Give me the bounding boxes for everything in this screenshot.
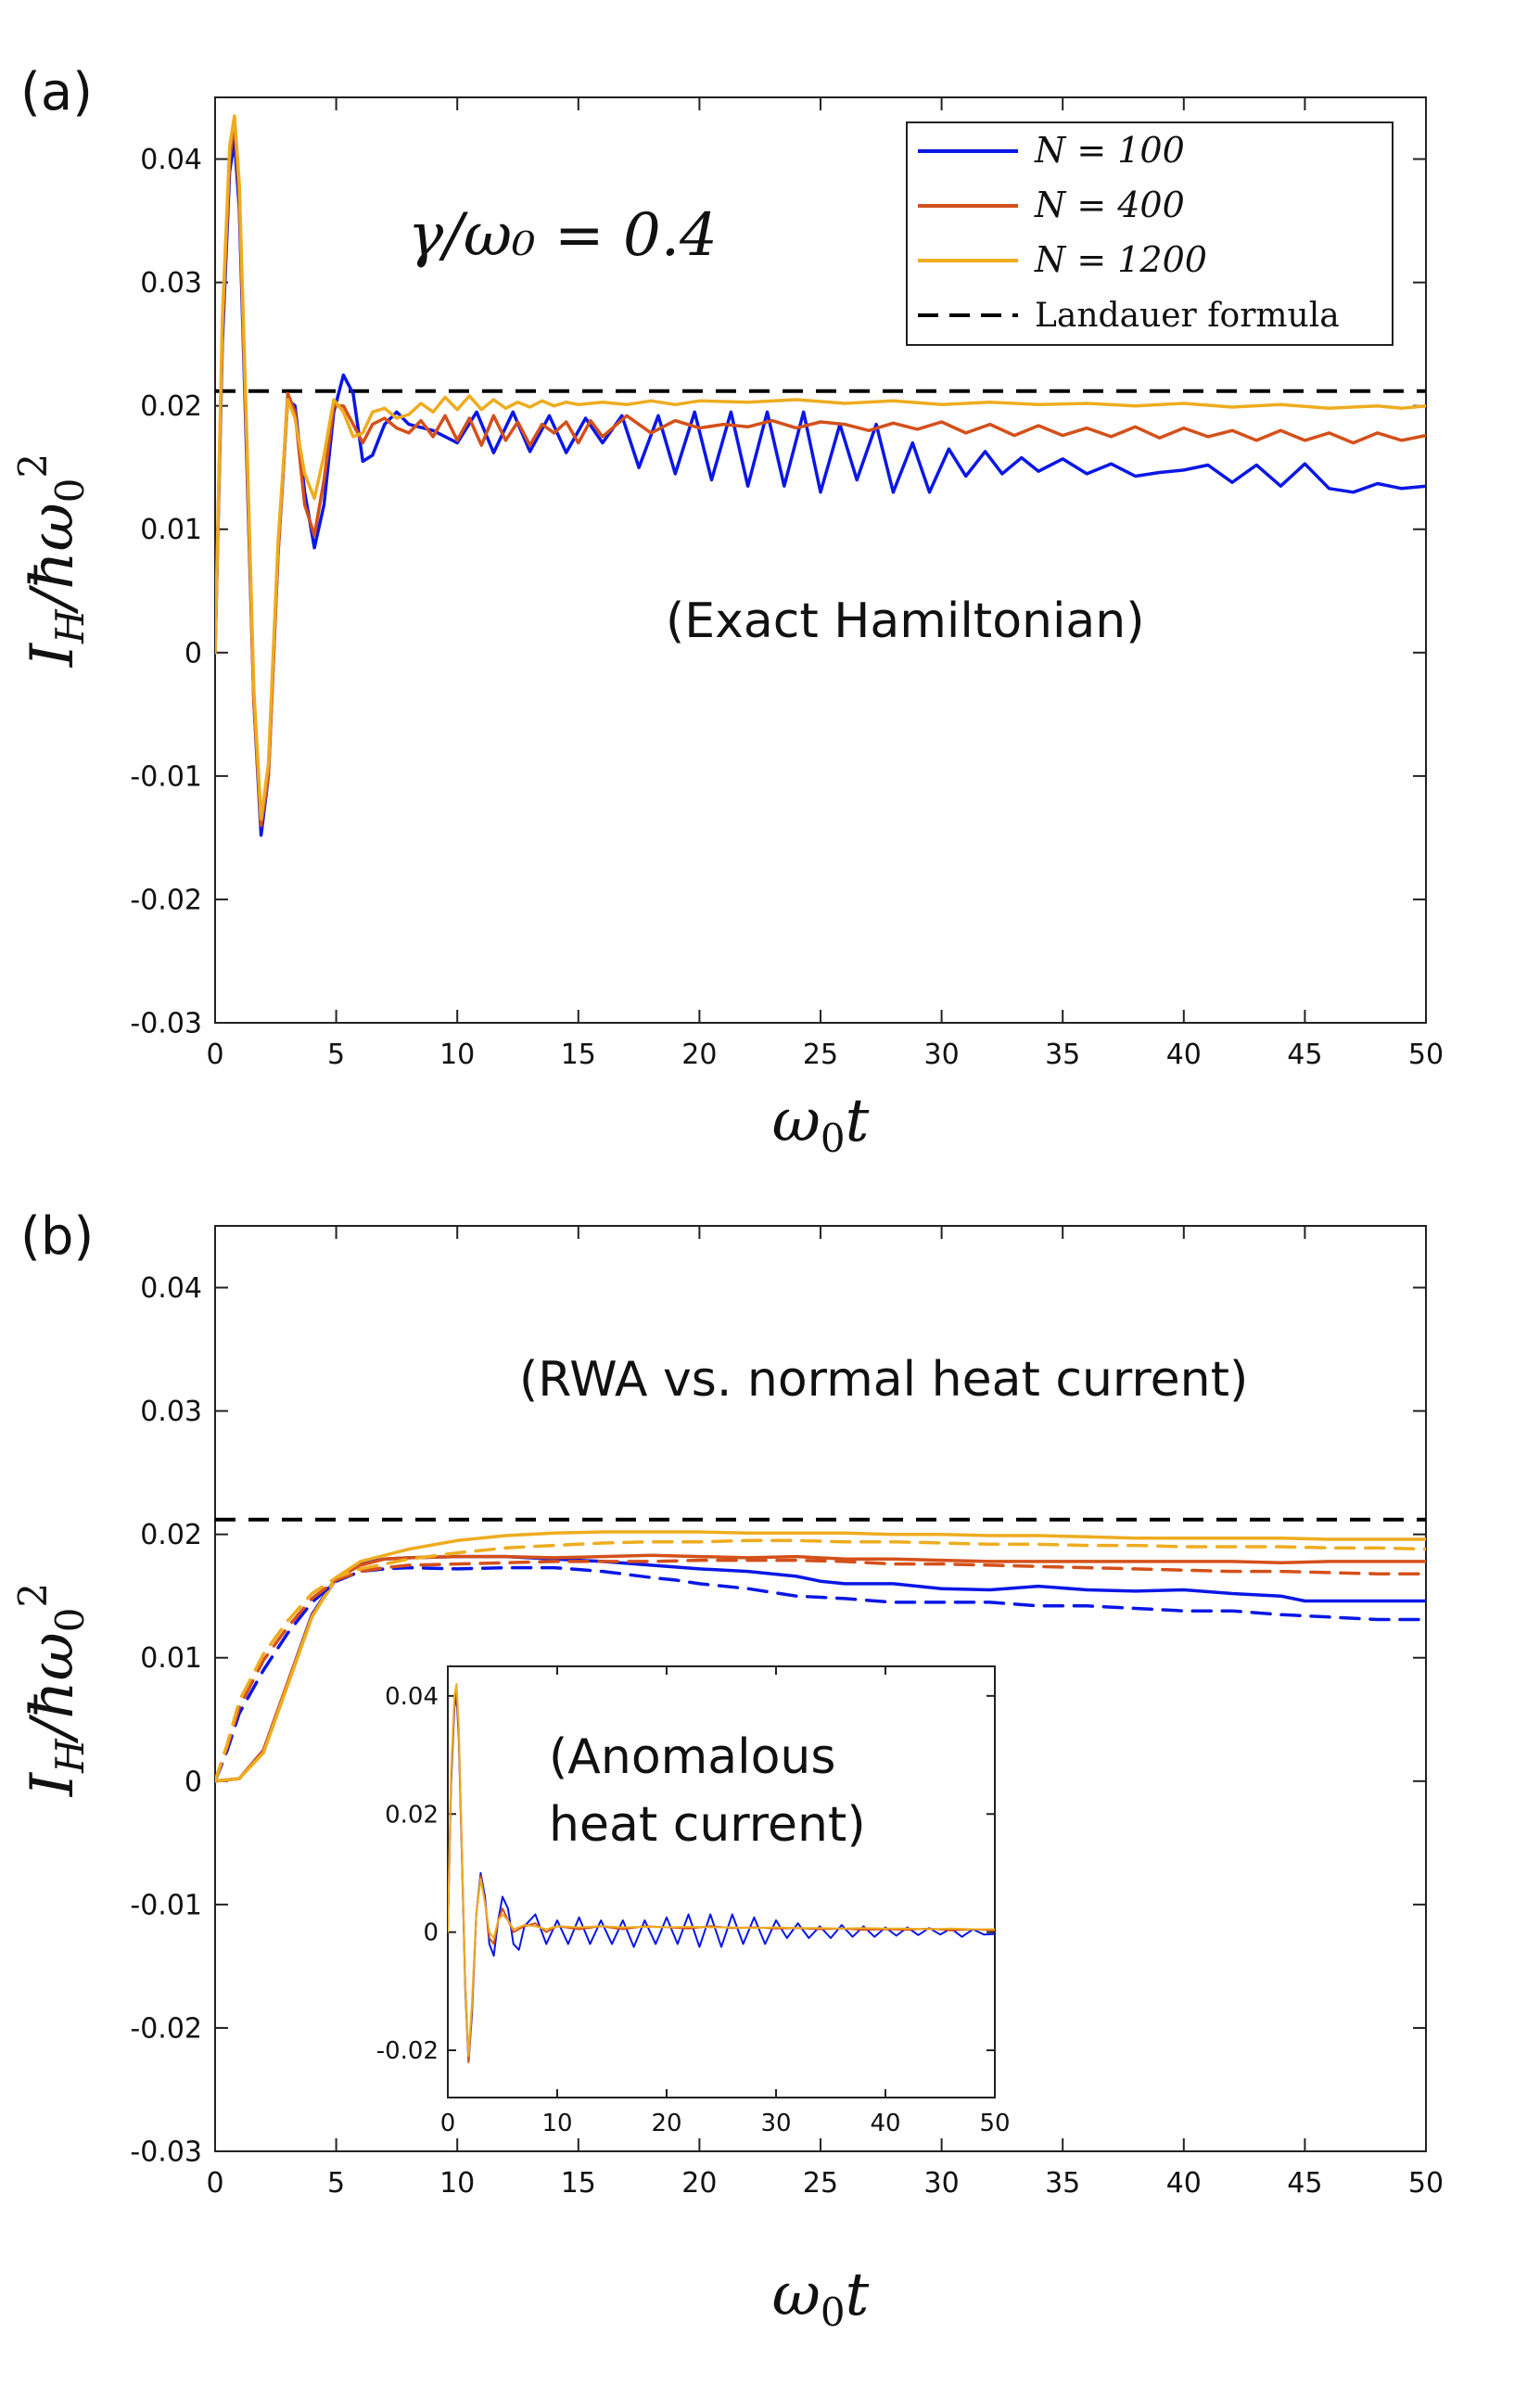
x-tick-label: 30 [760, 2110, 791, 2137]
inset-ticks: 0 10 20 30 40 50 -0.02 0 0.02 0.04 [376, 1666, 1011, 2137]
x-tick-label: 50 [1408, 1039, 1444, 1071]
y-tick-label: 0.04 [140, 1272, 202, 1305]
y-tick-label: 0.02 [140, 390, 202, 423]
y-tick-label: 0.03 [140, 267, 202, 300]
panel-a-ticks: 0 5 10 15 20 25 30 35 40 45 50 -0.03 -0.02 -0.01 0 0.01… [130, 97, 1444, 1071]
x-tick-label: 10 [439, 2167, 475, 2200]
inset-chart: 0 10 20 30 40 50 -0.02 0 0.02 0.04 (Anomalous hea… [376, 1665, 1011, 2137]
y-tick-label: 0.02 [385, 1801, 439, 1829]
x-tick-label: 15 [561, 2167, 596, 2200]
y-tick-label: 0.04 [140, 144, 202, 176]
y-axis-label-b: IH/ħω02 [10, 1583, 93, 1797]
y-tick-label: 0 [423, 1919, 439, 1947]
y-tick-label: -0.02 [130, 2012, 202, 2045]
legend-label-n400: N = 400 [1034, 185, 1185, 225]
panel-b-series [215, 1530, 1426, 1783]
x-tick-label: 20 [681, 2167, 717, 2200]
y-tick-label: 0.02 [140, 1519, 202, 1551]
y-tick-label: -0.02 [130, 884, 202, 916]
y-tick-label: 0.03 [140, 1396, 202, 1428]
x-tick-label: 40 [870, 2110, 900, 2137]
x-tick-label: 50 [1408, 2167, 1444, 2200]
x-tick-label: 15 [561, 1039, 596, 1071]
y-tick-label: -0.02 [376, 2037, 439, 2065]
x-axis-label-b: ω0t [772, 2261, 870, 2335]
x-axis-label-a: ω0t [772, 1087, 870, 1161]
x-tick-label: 20 [681, 1039, 717, 1071]
x-tick-label: 45 [1287, 1039, 1322, 1071]
inset-series [448, 1683, 995, 2063]
exact-hamiltonian-annotation: (Exact Hamiltonian) [666, 593, 1145, 649]
y-tick-label: 0.01 [140, 1642, 202, 1675]
x-tick-label: 10 [439, 1039, 475, 1071]
legend-label-n1200: N = 1200 [1034, 239, 1207, 280]
rwa-annotation: (RWA vs. normal heat current) [519, 1352, 1248, 1408]
series-line-n-400 [215, 120, 1426, 827]
y-tick-label: -0.03 [130, 2136, 202, 2169]
x-tick-label: 50 [979, 2110, 1010, 2137]
x-tick-label: 5 [327, 1039, 345, 1071]
x-tick-label: 20 [651, 2110, 681, 2137]
legend-label-n100: N = 100 [1034, 130, 1185, 171]
y-tick-label: 0 [185, 1766, 202, 1798]
series-line-n-1200-rwa- [215, 1538, 1426, 1783]
y-tick-label: 0.01 [140, 514, 202, 546]
x-tick-label: 35 [1045, 2167, 1080, 2200]
legend-label-landauer: Landauer formula [1035, 297, 1340, 335]
y-tick-label: -0.03 [130, 1008, 202, 1040]
y-tick-label: -0.01 [130, 1889, 202, 1921]
series-line-n-1200 [215, 114, 1426, 822]
x-tick-label: 0 [206, 2167, 223, 2200]
x-tick-label: 45 [1287, 2167, 1322, 2200]
y-tick-label: -0.01 [130, 760, 202, 793]
y-tick-label: 0.04 [385, 1683, 439, 1711]
inset-annotation-line2: heat current) [549, 1797, 866, 1853]
gamma-annotation: γ/ω₀ = 0.4 [408, 201, 718, 270]
inset-frame [447, 1665, 996, 2098]
svg-text:IH/ħω02: IH/ħω02 [10, 1583, 93, 1797]
panel-a: 0 5 10 15 20 25 30 35 40 45 50 -0.03 -0.02 -0.01 0 0.01… [10, 96, 1444, 1161]
x-tick-label: 40 [1166, 2167, 1202, 2200]
x-tick-label: 35 [1045, 1039, 1080, 1071]
x-tick-label: 25 [803, 2167, 838, 2200]
series-line-n-400-rwa- [215, 1558, 1426, 1783]
panel-b-ticks: 0 5 10 15 20 25 30 35 40 45 50 -0.03 -0.02 -0.01 0 0.01… [130, 1226, 1444, 2200]
x-tick-label: 0 [206, 1039, 223, 1071]
series-line-n-1200 [448, 1683, 995, 2058]
y-tick-label: 0 [185, 637, 202, 670]
legend: N = 100 N = 400 N = 1200 Landauer formul… [906, 121, 1394, 346]
x-tick-label: 40 [1166, 1039, 1202, 1071]
x-tick-label: 30 [924, 1039, 960, 1071]
x-tick-label: 25 [803, 1039, 838, 1071]
inset-annotation-line1: (Anomalous [549, 1729, 835, 1785]
legend-box [906, 121, 1394, 346]
x-tick-label: 10 [541, 2110, 572, 2137]
series-line-n-100-rwa- [215, 1565, 1426, 1783]
x-tick-label: 0 [440, 2110, 456, 2137]
x-tick-label: 30 [924, 2167, 960, 2200]
panel-label-b: (b) [20, 1206, 94, 1267]
y-axis-label-a: IH/ħω02 [10, 453, 93, 668]
panel-a-series [215, 114, 1426, 837]
x-tick-label: 5 [327, 2167, 345, 2200]
svg-text:IH/ħω02: IH/ħω02 [10, 453, 93, 668]
panel-b: 0 5 10 15 20 25 30 35 40 45 50 -0.03 -0.02 -0.01 0 0.01… [10, 1225, 1444, 2335]
panel-label-a: (a) [20, 62, 93, 122]
series-line-n-1200-normal- [215, 1530, 1426, 1783]
